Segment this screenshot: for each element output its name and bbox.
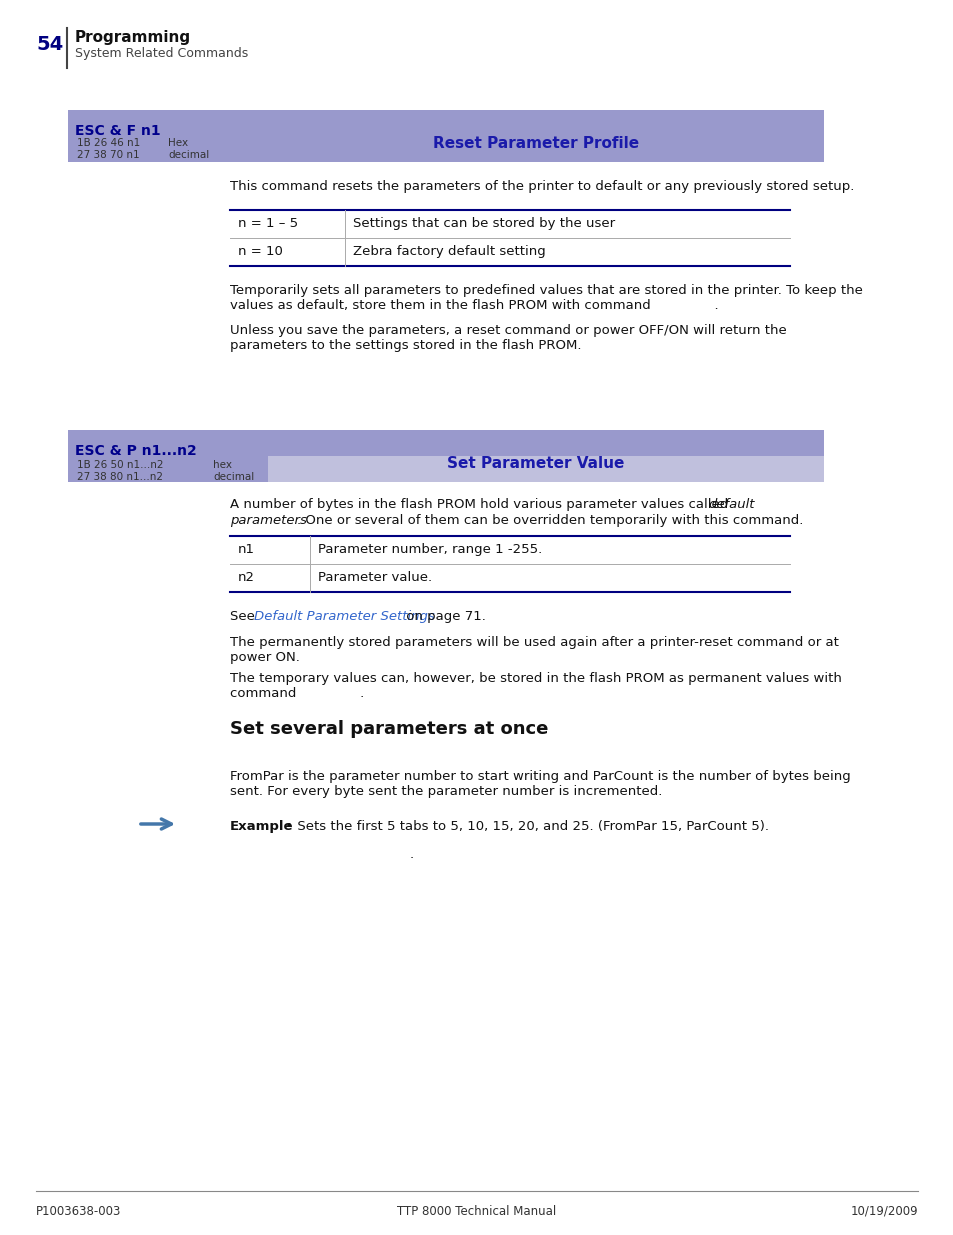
- Text: on page 71.: on page 71.: [401, 610, 485, 622]
- Text: n1: n1: [237, 543, 254, 556]
- Text: n = 1 – 5: n = 1 – 5: [237, 217, 297, 230]
- Text: Example: Example: [230, 820, 294, 832]
- Bar: [68, 430, 823, 482]
- Text: Settings that can be stored by the user: Settings that can be stored by the user: [353, 217, 615, 230]
- Text: 27 38 80 n1...n2: 27 38 80 n1...n2: [77, 472, 163, 482]
- Text: Default Parameter Settings: Default Parameter Settings: [253, 610, 435, 622]
- Text: hex: hex: [213, 459, 232, 471]
- Text: Temporarily sets all parameters to predefined values that are stored in the prin: Temporarily sets all parameters to prede…: [230, 284, 862, 312]
- Text: 27 38 70 n1: 27 38 70 n1: [77, 149, 139, 161]
- Text: System Related Commands: System Related Commands: [75, 47, 248, 61]
- Text: Set Parameter Value: Set Parameter Value: [447, 456, 624, 471]
- Text: Zebra factory default setting: Zebra factory default setting: [353, 245, 545, 258]
- Text: See: See: [230, 610, 259, 622]
- Text: ESC & F n1: ESC & F n1: [75, 124, 160, 138]
- Text: parameters: parameters: [230, 514, 307, 527]
- Text: The temporary values can, however, be stored in the flash PROM as permanent valu: The temporary values can, however, be st…: [230, 672, 841, 700]
- Text: Parameter value.: Parameter value.: [317, 571, 432, 584]
- Text: n = 10: n = 10: [237, 245, 283, 258]
- Text: 10/19/2009: 10/19/2009: [849, 1205, 917, 1218]
- Text: .: .: [410, 848, 414, 861]
- Text: 54: 54: [36, 35, 63, 54]
- Text: default: default: [707, 498, 754, 511]
- Text: Hex: Hex: [168, 138, 188, 148]
- Text: 1B 26 50 n1...n2: 1B 26 50 n1...n2: [77, 459, 163, 471]
- Text: This command resets the parameters of the printer to default or any previously s: This command resets the parameters of th…: [230, 180, 854, 193]
- Text: FromPar is the parameter number to start writing and ParCount is the number of b: FromPar is the parameter number to start…: [230, 769, 850, 798]
- Text: Programming: Programming: [75, 30, 191, 44]
- Text: P1003638-003: P1003638-003: [36, 1205, 121, 1218]
- Text: ESC & P n1...n2: ESC & P n1...n2: [75, 445, 196, 458]
- Text: n2: n2: [237, 571, 254, 584]
- Bar: [68, 430, 268, 482]
- Text: The permanently stored parameters will be used again after a printer-reset comma: The permanently stored parameters will b…: [230, 636, 838, 664]
- Text: . One or several of them can be overridden temporarily with this command.: . One or several of them can be overridd…: [296, 514, 802, 527]
- Text: • Sets the first 5 tabs to 5, 10, 15, 20, and 25. (FromPar 15, ParCount 5).: • Sets the first 5 tabs to 5, 10, 15, 20…: [281, 820, 768, 832]
- Text: Reset Parameter Profile: Reset Parameter Profile: [433, 136, 639, 151]
- Text: decimal: decimal: [213, 472, 254, 482]
- Bar: [68, 110, 823, 162]
- Text: decimal: decimal: [168, 149, 209, 161]
- Text: Set several parameters at once: Set several parameters at once: [230, 720, 548, 739]
- Bar: [68, 456, 823, 482]
- Text: TTP 8000 Technical Manual: TTP 8000 Technical Manual: [397, 1205, 556, 1218]
- Text: 1B 26 46 n1: 1B 26 46 n1: [77, 138, 140, 148]
- Text: A number of bytes in the flash PROM hold various parameter values called: A number of bytes in the flash PROM hold…: [230, 498, 732, 511]
- Text: Unless you save the parameters, a reset command or power OFF/ON will return the
: Unless you save the parameters, a reset …: [230, 324, 786, 352]
- Text: Parameter number, range 1 -255.: Parameter number, range 1 -255.: [317, 543, 541, 556]
